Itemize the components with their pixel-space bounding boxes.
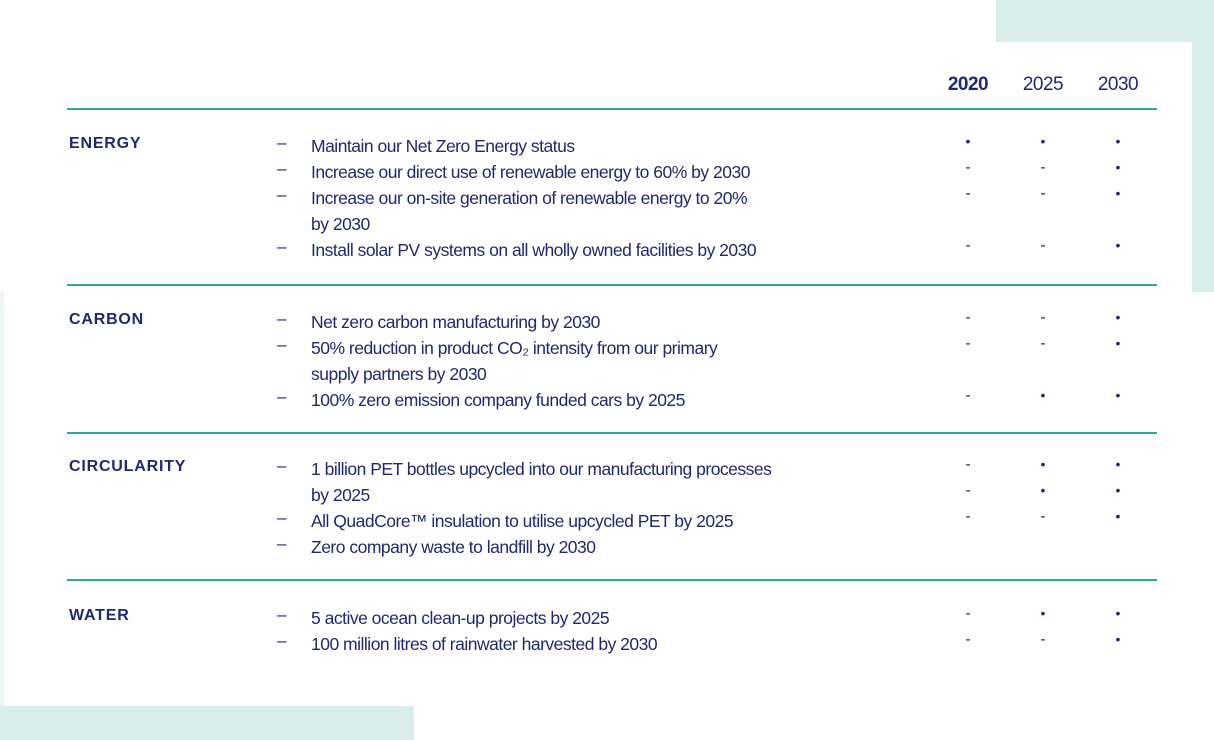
bullet-dash: – [277,237,287,256]
status-mark-2020: - [965,508,971,525]
target-row: – Net zero carbon manufacturing by 2030 - -… [0,309,1214,335]
year-header-row: 2020 2025 2030 [0,74,1214,100]
target-row: supply partners by 2030 [0,361,1214,387]
target-row: – Install solar PV systems on all wholly … [0,237,1214,263]
status-mark-2025: - [1040,631,1046,648]
target-text: 1 billion PET bottles upcycled into our … [311,459,772,479]
decorative-band-top-right [996,0,1214,42]
bullet-dash: – [277,456,287,475]
divider-top [67,108,1157,110]
status-mark-2025: • [1040,482,1046,498]
status-mark-2025: • [1040,133,1046,149]
status-mark-2025: • [1040,456,1046,472]
target-row: – 1 billion PET bottles upcycled into our… [0,456,1214,482]
decorative-band-right [1192,0,1214,292]
status-mark-2025: - [1040,335,1046,352]
target-row: – 50% reduction in product CO₂ intensity … [0,335,1214,361]
category-label: WATER [69,607,130,624]
decorative-band-left [0,292,4,706]
status-mark-2025: - [1040,159,1046,176]
bullet-dash: – [277,335,287,354]
status-mark-2025: • [1040,387,1046,403]
year-header-2030: 2030 [1097,74,1139,95]
target-text: 5 active ocean clean-up projects by 2025 [311,608,610,628]
target-row: – Increase our direct use of renewable en… [0,159,1214,185]
status-mark-2020: - [965,159,971,176]
bullet-dash: – [277,534,287,553]
bullet-dash: – [277,309,287,328]
target-text: Maintain our Net Zero Energy status [311,136,575,156]
status-mark-2020: - [965,456,971,473]
divider-after-circularity [67,579,1157,581]
bullet-dash: – [277,631,287,650]
category-label: ENERGY [69,135,142,152]
status-mark-2020: - [965,631,971,648]
category-label: CIRCULARITY [69,458,187,475]
target-row: by 2025 - • • [0,482,1214,508]
target-text: Increase our direct use of renewable ene… [311,162,750,182]
target-text: Net zero carbon manufacturing by 2030 [311,312,600,332]
year-header-2025: 2025 [1022,74,1064,95]
bullet-dash: – [277,159,287,178]
target-text: All QuadCore™ insulation to utilise upcy… [311,511,734,531]
status-mark-2025: - [1040,237,1046,254]
status-mark-2025: • [1040,605,1046,621]
status-mark-2025: - [1040,508,1046,525]
status-mark-2030: • [1115,185,1121,201]
target-text: by 2025 [311,485,370,505]
bullet-dash: – [277,387,287,406]
divider-after-energy [67,284,1157,286]
target-text: 100 million litres of rainwater harveste… [311,634,658,654]
target-row: – 100% zero emission company funded cars … [0,387,1214,413]
status-mark-2030: • [1115,133,1121,149]
target-row: – Maintain our Net Zero Energy status • • • [0,133,1214,159]
status-mark-2030: • [1115,309,1121,325]
target-text: by 2030 [311,214,370,234]
status-mark-2030: • [1115,456,1121,472]
category-label: CARBON [69,311,145,328]
status-mark-2020: - [965,387,971,404]
status-mark-2020: - [965,309,971,326]
year-header-2020: 2020 [947,74,989,95]
status-mark-2030: • [1115,237,1121,253]
status-mark-2030: • [1115,159,1121,175]
status-mark-2025: - [1040,309,1046,326]
status-mark-2025: - [1040,185,1046,202]
status-mark-2030: • [1115,605,1121,621]
status-mark-2030: • [1115,335,1121,351]
status-mark-2020: - [965,335,971,352]
target-row: by 2030 [0,211,1214,237]
status-mark-2020: - [965,482,971,499]
decorative-band-bottom-left [0,706,414,740]
status-mark-2030: • [1115,387,1121,403]
status-mark-2020: • [965,133,971,149]
target-text: Zero company waste to landfill by 2030 [311,537,596,557]
status-mark-2030: • [1115,508,1121,524]
bullet-dash: – [277,605,287,624]
target-row: – 100 million litres of rainwater harvest… [0,631,1214,657]
target-text: supply partners by 2030 [311,364,487,384]
target-row: – Zero company waste to landfill by 2030 [0,534,1214,560]
target-text: 100% zero emission company funded cars b… [311,390,685,410]
status-mark-2030: • [1115,631,1121,647]
bullet-dash: – [277,185,287,204]
bullet-dash: – [277,133,287,152]
target-row: – 5 active ocean clean-up projects by 202… [0,605,1214,631]
status-mark-2020: - [965,185,971,202]
target-row: – Increase our on-site generation of rene… [0,185,1214,211]
target-text: Increase our on-site generation of renew… [311,188,748,208]
bullet-dash: – [277,508,287,527]
target-text: 50% reduction in product CO₂ intensity f… [311,338,718,358]
status-mark-2020: - [965,237,971,254]
status-mark-2020: - [965,605,971,622]
divider-after-carbon [67,432,1157,434]
status-mark-2030: • [1115,482,1121,498]
target-text: Install solar PV systems on all wholly o… [311,240,757,260]
target-row: – All QuadCore™ insulation to utilise upc… [0,508,1214,534]
